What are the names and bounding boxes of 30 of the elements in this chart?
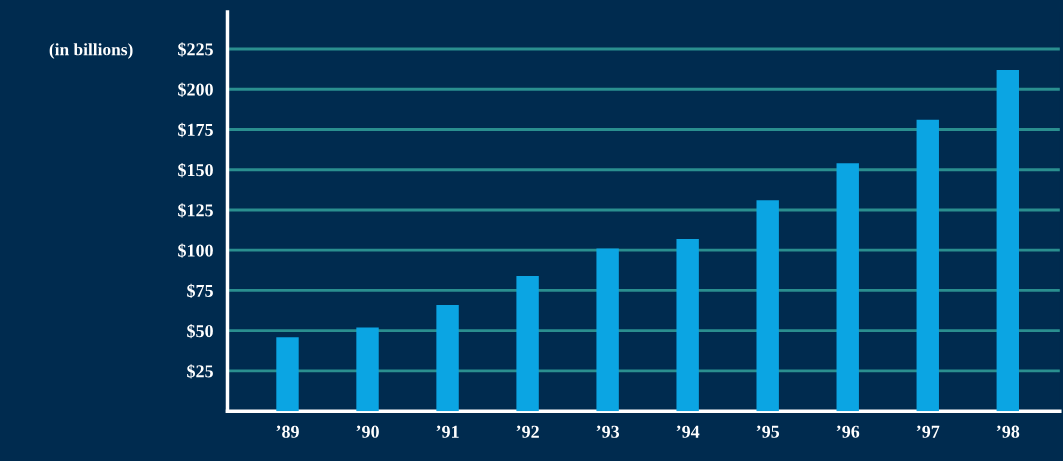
bar xyxy=(916,119,939,412)
bar xyxy=(596,248,619,412)
bar xyxy=(436,304,459,412)
x-tick-label: ’95 xyxy=(756,425,780,438)
bar xyxy=(756,200,779,412)
y-tick-label: $75 xyxy=(187,283,213,299)
bar xyxy=(676,238,699,412)
x-tick-label: ’97 xyxy=(916,425,940,438)
y-tick-label: $150 xyxy=(178,162,213,178)
x-tick-label: ’90 xyxy=(356,425,379,438)
x-tick-label: ’94 xyxy=(676,425,700,438)
x-tick-label: ’93 xyxy=(596,425,620,438)
y-tick-label: $175 xyxy=(178,122,213,138)
bar xyxy=(516,275,539,412)
bar xyxy=(996,69,1019,412)
y-tick-label: $25 xyxy=(187,364,213,379)
x-tick-label: ’96 xyxy=(836,425,860,438)
y-tick-label: $50 xyxy=(187,323,213,339)
x-tick-label: ’92 xyxy=(516,425,539,438)
y-tick-label: $125 xyxy=(178,203,213,218)
bar xyxy=(836,163,859,412)
x-tick-label: ’91 xyxy=(436,425,459,438)
y-axis-title: (in billions) xyxy=(49,43,133,59)
y-tick-label: $200 xyxy=(178,82,213,97)
bar xyxy=(356,327,379,412)
x-tick-label: ’89 xyxy=(276,425,299,438)
x-tick-label: ’98 xyxy=(996,425,1020,438)
bar xyxy=(276,337,299,412)
y-tick-label: $225 xyxy=(178,42,213,57)
y-tick-label: $100 xyxy=(178,243,213,258)
